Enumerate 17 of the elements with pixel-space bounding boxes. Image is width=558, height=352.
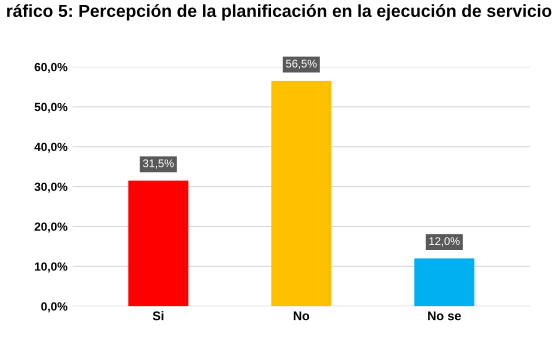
chart-title: ráfico 5: Percepción de la planificación en la ejecución de servicio: [7, 4, 552, 20]
y-tick-label: 40,0%: [34, 142, 68, 153]
data-label: 56,5%: [286, 60, 317, 69]
x-tick-label: Si: [152, 311, 164, 320]
bar: [414, 258, 474, 306]
y-tick-label: 10,0%: [34, 262, 68, 272]
bar: [271, 80, 332, 306]
y-tick-label: 60,0%: [34, 62, 68, 73]
x-tick-label: No se: [428, 312, 461, 320]
x-tick-label: No: [294, 312, 310, 320]
bar: [128, 180, 188, 306]
y-tick-label: 30,0%: [34, 182, 68, 193]
y-tick-label: 0,0%: [41, 302, 68, 312]
data-label: 31,5%: [143, 159, 174, 169]
y-tick-label: 20,0%: [34, 222, 68, 233]
data-label: 12,0%: [429, 237, 460, 246]
y-tick-label: 50,0%: [34, 102, 68, 113]
